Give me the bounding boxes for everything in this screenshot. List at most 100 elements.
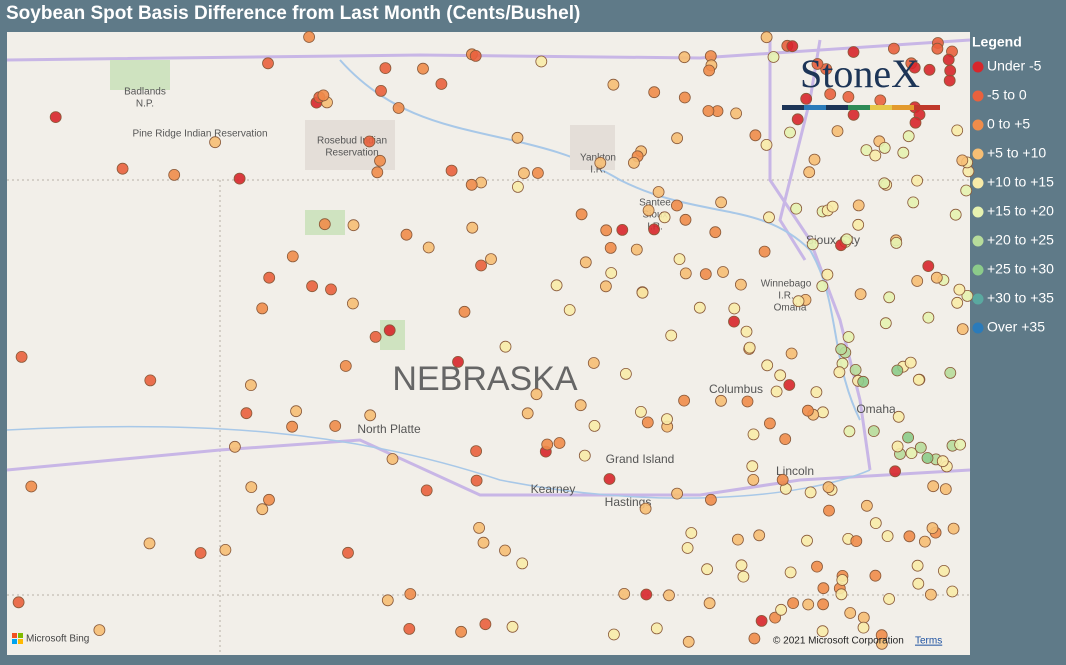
location-dot [630, 243, 643, 256]
bing-icon [18, 639, 23, 644]
location-dot [874, 94, 887, 107]
location-dot [823, 504, 835, 517]
location-dot [422, 241, 435, 254]
location-dot [753, 529, 766, 542]
location-dot [770, 385, 783, 398]
legend-label[interactable]: +30 to +35 [987, 290, 1054, 306]
location-dot [897, 146, 910, 159]
legend-label[interactable]: +25 to +30 [987, 261, 1054, 277]
location-dot [209, 136, 222, 149]
bing-icon [12, 633, 17, 638]
location-dot [760, 138, 773, 151]
location-dot [922, 311, 935, 324]
location-dot [194, 547, 207, 559]
location-dot [245, 481, 258, 494]
location-dot [889, 465, 901, 478]
location-dot [852, 218, 865, 231]
location-dot [821, 268, 834, 281]
location-dot [761, 359, 774, 372]
title: Soybean Spot Basis Difference from Last … [6, 3, 580, 24]
location-dot [857, 375, 870, 388]
location-dot [435, 78, 448, 90]
location-dot [369, 330, 382, 343]
location-dot [699, 268, 712, 281]
location-dot [12, 596, 25, 609]
location-dot [741, 395, 754, 408]
location-dot [379, 62, 392, 74]
place-label: Kearney [531, 482, 576, 496]
location-dot [240, 407, 253, 420]
location-dot [650, 622, 663, 635]
location-dot [749, 129, 762, 142]
location-dot [956, 154, 969, 167]
location-dot [518, 167, 530, 180]
location-dot [914, 441, 927, 454]
location-dot [746, 460, 759, 473]
location-dot [890, 236, 903, 249]
location-dot [767, 51, 780, 63]
location-dot [869, 149, 882, 162]
location-dot [663, 589, 675, 602]
location-dot [902, 431, 914, 444]
location-dot [792, 295, 805, 308]
location-dot [840, 233, 853, 246]
location-dot [588, 419, 601, 432]
location-dot [905, 447, 918, 460]
location-dot [420, 484, 433, 497]
location-dot [679, 213, 692, 226]
location-dot [755, 615, 768, 627]
location-dot [329, 420, 342, 432]
location-dot [879, 317, 892, 330]
location-dot [926, 522, 939, 534]
legend-label[interactable]: +20 to +25 [987, 232, 1054, 248]
location-dot [679, 267, 692, 280]
location-dot [470, 445, 483, 458]
legend-label[interactable]: +10 to +15 [987, 174, 1054, 190]
location-dot [888, 42, 900, 55]
location-dot [883, 593, 895, 605]
legend-label[interactable]: +15 to +20 [987, 203, 1054, 219]
terms-link[interactable]: Terms [915, 636, 942, 647]
location-dot [953, 283, 966, 296]
location-dot [499, 340, 512, 353]
location-dot [930, 271, 943, 284]
place-label: Hastings [605, 495, 652, 509]
location-dot [942, 53, 955, 66]
location-dot [743, 341, 756, 354]
legend-swatch [972, 206, 984, 218]
location-dot [15, 350, 28, 363]
location-dot [911, 275, 924, 287]
legend-label[interactable]: Under -5 [987, 58, 1042, 74]
location-dot [808, 153, 821, 166]
location-dot [903, 530, 916, 543]
location-dot [417, 62, 429, 75]
location-dot [658, 211, 671, 224]
location-dot [587, 357, 600, 369]
location-dot [833, 366, 846, 379]
legend-label[interactable]: 0 to +5 [987, 116, 1030, 132]
location-dot [826, 200, 839, 213]
place-label: Grand Island [606, 452, 675, 466]
location-dot [717, 266, 729, 278]
location-dot [642, 204, 655, 217]
location-dot [678, 91, 691, 104]
location-dot [927, 480, 940, 493]
location-dot [936, 455, 949, 468]
legend-swatch [972, 322, 984, 334]
location-dot [604, 241, 617, 254]
location-dot [747, 428, 760, 441]
legend-label[interactable]: -5 to 0 [987, 87, 1027, 103]
location-dot [458, 305, 471, 318]
location-dot [701, 563, 713, 576]
location-dot [769, 611, 781, 624]
legend-label[interactable]: +5 to +10 [987, 145, 1046, 161]
location-dot [784, 566, 797, 579]
location-dot [951, 124, 964, 137]
legend-label[interactable]: Over +35 [987, 319, 1045, 335]
location-dot [904, 356, 917, 369]
place-label: Omaha [856, 402, 896, 416]
location-dot [600, 280, 612, 293]
location-dot [921, 452, 934, 464]
location-dot [516, 557, 529, 570]
